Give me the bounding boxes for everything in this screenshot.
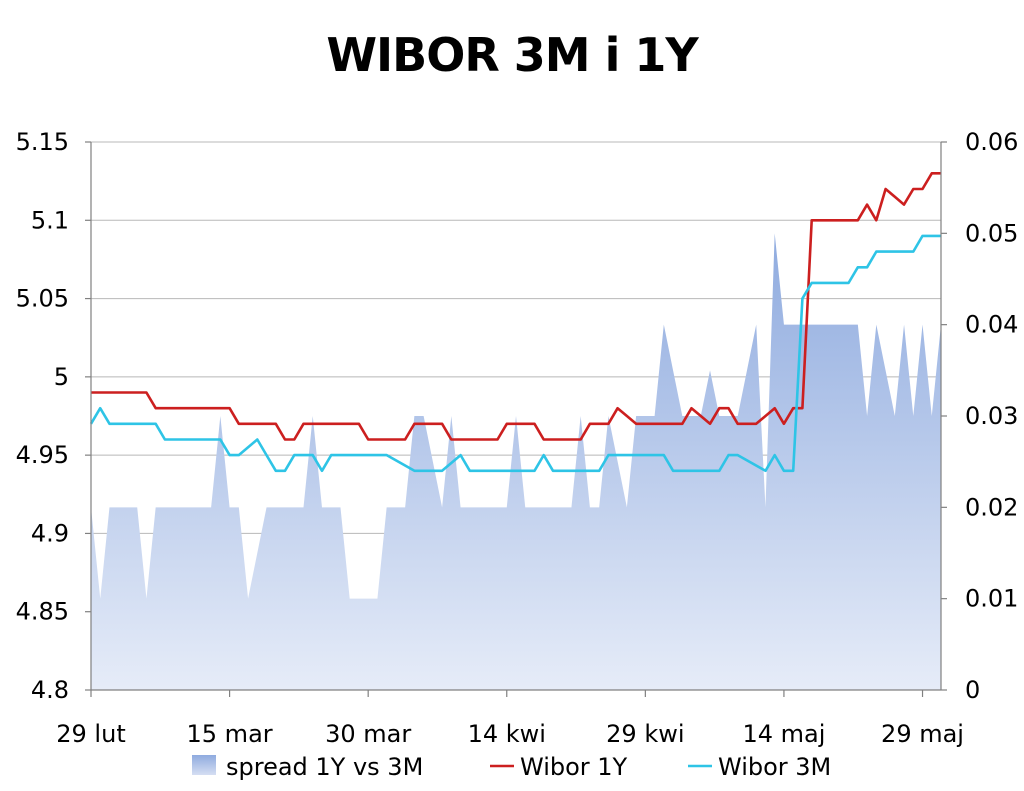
left-tick-label: 4.9 — [31, 519, 69, 547]
wibor-3m-line — [89, 234, 941, 473]
left-tick-label: 4.95 — [16, 441, 69, 469]
right-tick-label: 0.03 — [965, 402, 1018, 430]
x-tick-label: 14 maj — [742, 720, 825, 748]
left-tick-label: 5.05 — [16, 285, 69, 313]
x-tick-label: 15 mar — [187, 720, 273, 748]
legend-item: Wibor 3M — [688, 753, 831, 781]
right-tick-label: 0.02 — [965, 493, 1018, 521]
legend-label: Wibor 3M — [718, 753, 831, 781]
right-tick-label: 0.04 — [965, 311, 1018, 339]
x-tick-label: 29 kwi — [606, 720, 684, 748]
legend-item: spread 1Y vs 3M — [192, 753, 423, 781]
legend-swatch-area — [192, 755, 216, 775]
left-tick-label: 5.15 — [16, 128, 69, 156]
legend-label: Wibor 1Y — [520, 753, 628, 781]
x-tick-label: 30 mar — [325, 720, 411, 748]
series-lines-layer — [89, 172, 941, 473]
x-tick-label: 29 lut — [56, 720, 125, 748]
left-tick-label: 5.1 — [31, 206, 69, 234]
right-tick-label: 0.01 — [965, 585, 1018, 613]
x-tick-label: 29 maj — [881, 720, 964, 748]
spread-area — [91, 233, 941, 691]
tick-labels-layer: 4.8 4.85 4.9 4.95 5 5.05 5.1 5.15 0 0.01 0.02 0.03 0… — [16, 128, 1019, 748]
right-tick-label: 0.05 — [965, 219, 1018, 247]
legend-label: spread 1Y vs 3M — [226, 753, 423, 781]
left-tick-label: 5 — [54, 363, 69, 391]
chart-title: WIBOR 3M i 1Y — [326, 28, 698, 82]
right-tick-label: 0.06 — [965, 128, 1018, 156]
legend-item: Wibor 1Y — [490, 753, 628, 781]
legend: spread 1Y vs 3M Wibor 1Y Wibor 3M — [192, 753, 831, 781]
axes-layer — [85, 141, 947, 697]
spread-area-layer — [91, 233, 941, 691]
right-tick-label: 0 — [965, 676, 980, 704]
x-tick-label: 14 kwi — [468, 720, 546, 748]
left-tick-label: 4.85 — [16, 598, 69, 626]
wibor-1y-line — [91, 172, 941, 441]
left-tick-label: 4.8 — [31, 676, 69, 704]
